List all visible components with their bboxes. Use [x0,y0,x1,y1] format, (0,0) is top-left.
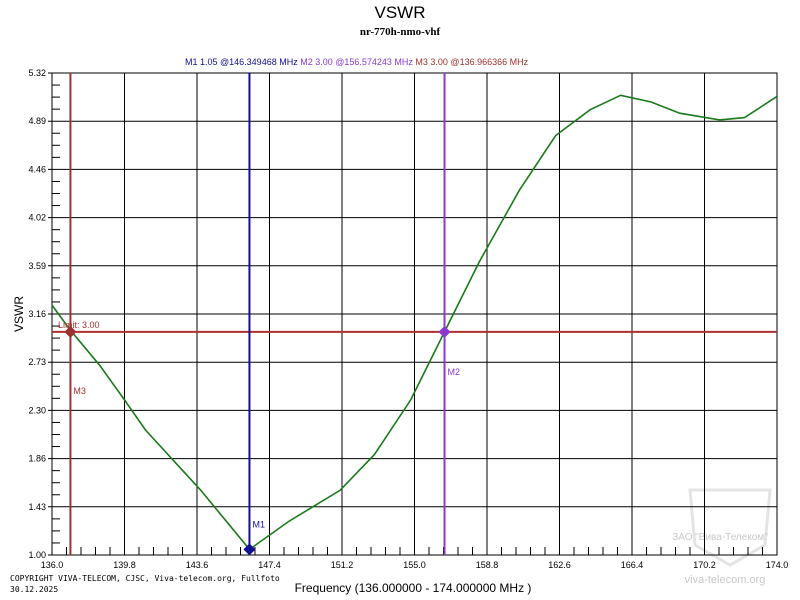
limit-label: Limit: 3.00 [58,320,100,330]
y-tick-label: 4.02 [28,213,46,223]
marker-readout-m3: M3 3.00 @136.966366 MHz [415,57,528,67]
marker-label-m1: M1 [252,519,265,529]
x-tick-label: 158.8 [476,560,499,570]
chart-subtitle: nr-770h-nmo-vhf [360,26,441,38]
marker-readout-m1: M1 1.05 @146.349468 MHz [185,57,300,67]
y-tick-label: 4.89 [28,116,46,126]
x-tick-label: 155.0 [403,560,426,570]
y-tick-label: 1.86 [28,454,46,464]
marker-label-m3: M3 [73,386,86,396]
date-text: 30.12.2025 [10,585,58,594]
x-tick-label: 136.0 [41,560,64,570]
y-tick-label: 5.32 [28,68,46,78]
copyright-text: COPYRIGHT VIVA-TELECOM, CJSC, Viva-telec… [10,574,280,583]
watermark-company: ЗАО "Вива-Телеком" [672,532,768,543]
x-tick-label: 151.2 [331,560,354,570]
series-layer [51,94,778,551]
marker-readout-m2: M2 3.00 @156.574243 MHz [300,57,415,67]
x-tick-label: 139.8 [113,560,136,570]
watermark-site: viva-telecom.org [685,574,766,586]
x-tick-label: 174.0 [766,560,789,570]
y-tick-label: 2.73 [28,357,46,367]
watermark: ЗАО "Вива-Телеком" viva-telecom.org [672,488,772,586]
x-tick-label: 162.6 [548,560,571,570]
marker-readouts: M1 1.05 @146.349468 MHz M2 3.00 @156.574… [185,57,529,67]
y-tick-label: 3.16 [28,309,46,319]
watermark-shield-icon [688,488,772,567]
x-tick-label: 147.4 [258,560,281,570]
chart-title: VSWR [375,3,426,22]
x-tick-label: 166.4 [621,560,644,570]
y-tick-label: 3.59 [28,261,46,271]
markers-layer: Limit: 3.00 M1 M2 M3 [52,73,777,556]
x-tick-label: 170.2 [693,560,716,570]
marker-diamond-m1 [243,543,256,556]
marker-label-m2: M2 [448,367,461,377]
x-tick-label: 143.6 [186,560,209,570]
y-tick-label: 4.46 [28,164,46,174]
x-axis-label: Frequency (136.000000 - 174.000000 MHz ) [295,581,532,595]
y-tick-label: 1.43 [28,502,46,512]
marker-readout-line: M1 1.05 @146.349468 MHz M2 3.00 @156.574… [185,57,529,67]
marker-diamond-m3 [64,325,77,338]
axis-ticks: 136.0 139.8 143.6 147.4 151.2 155.0 158.8 162.6… [28,68,788,570]
y-axis-label: VSWR [12,296,26,332]
y-tick-label: 2.30 [28,405,46,415]
vswr-curve [51,94,778,551]
y-tick-label: 1.00 [28,550,46,560]
grid [48,72,778,556]
marker-diamond-m2 [438,325,451,338]
